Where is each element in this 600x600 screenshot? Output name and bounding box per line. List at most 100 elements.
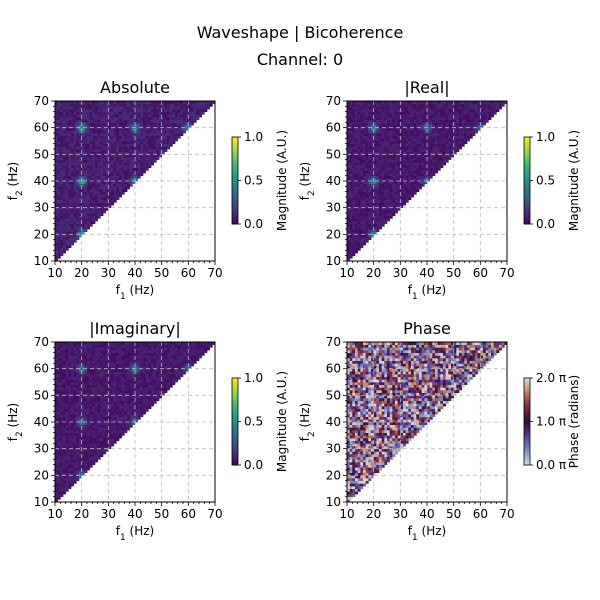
heatmap-cell bbox=[79, 114, 83, 118]
colorbar-segment bbox=[232, 182, 238, 186]
heatmap-cell bbox=[360, 106, 364, 110]
heatmap-cell bbox=[84, 223, 88, 227]
heatmap-cell bbox=[435, 143, 439, 147]
heatmap-cell bbox=[71, 202, 75, 206]
heatmap-cell bbox=[92, 419, 96, 423]
heatmap-cell bbox=[97, 117, 101, 121]
x-tick-label: 20 bbox=[74, 266, 89, 280]
heatmap-cell bbox=[132, 109, 136, 113]
heatmap-cell bbox=[143, 146, 147, 150]
heatmap-cell bbox=[84, 382, 88, 386]
heatmap-cell bbox=[448, 151, 452, 155]
heatmap-cell bbox=[124, 181, 128, 185]
heatmap-cell bbox=[87, 403, 91, 407]
heatmap-cell bbox=[73, 374, 77, 378]
heatmap-cell bbox=[464, 125, 468, 129]
heatmap-cell bbox=[65, 122, 69, 126]
heatmap-cell bbox=[60, 358, 64, 362]
heatmap-cell bbox=[71, 183, 75, 187]
heatmap-cell bbox=[100, 119, 104, 123]
heatmap-cell bbox=[127, 183, 131, 187]
heatmap-cell bbox=[65, 159, 69, 163]
heatmap-cell bbox=[63, 117, 67, 121]
heatmap-cell bbox=[475, 103, 479, 107]
heatmap-cell bbox=[127, 106, 131, 110]
heatmap-cell bbox=[97, 207, 101, 211]
heatmap-cell bbox=[89, 151, 93, 155]
heatmap-cell bbox=[92, 122, 96, 126]
heatmap-cell bbox=[108, 167, 112, 171]
heatmap-cell bbox=[73, 218, 77, 222]
heatmap-cell bbox=[119, 167, 123, 171]
heatmap-cell bbox=[403, 194, 407, 198]
heatmap-cell bbox=[376, 103, 380, 107]
heatmap-cell bbox=[365, 202, 369, 206]
heatmap-cell bbox=[63, 427, 67, 431]
heatmap-cell bbox=[95, 408, 99, 412]
heatmap-cell bbox=[81, 379, 85, 383]
heatmap-cell bbox=[63, 403, 67, 407]
heatmap-cell bbox=[443, 149, 447, 153]
heatmap-cell bbox=[347, 178, 351, 182]
heatmap-cell bbox=[108, 117, 112, 121]
heatmap-cell bbox=[180, 106, 184, 110]
heatmap-cell bbox=[71, 411, 75, 415]
heatmap-cell bbox=[212, 101, 216, 105]
heatmap-cell bbox=[443, 133, 447, 137]
heatmap-cell bbox=[352, 111, 356, 115]
heatmap-cell bbox=[368, 223, 372, 227]
heatmap-cell bbox=[87, 446, 91, 450]
heatmap-cell bbox=[100, 443, 104, 447]
heatmap-cell bbox=[145, 103, 149, 107]
heatmap-cell bbox=[111, 157, 115, 161]
heatmap-cell bbox=[368, 106, 372, 110]
heatmap-cell bbox=[105, 435, 109, 439]
heatmap-cell bbox=[105, 406, 109, 410]
heatmap-cell bbox=[413, 175, 417, 179]
heatmap-cell bbox=[376, 170, 380, 174]
heatmap-cell bbox=[357, 178, 361, 182]
heatmap-cell bbox=[363, 119, 367, 123]
heatmap-cell bbox=[355, 247, 359, 251]
heatmap-cell bbox=[87, 213, 91, 217]
heatmap-cell bbox=[92, 366, 96, 370]
heatmap-cell bbox=[84, 122, 88, 126]
heatmap-cell bbox=[445, 143, 449, 147]
heatmap-cell bbox=[100, 151, 104, 155]
heatmap-cell bbox=[100, 111, 104, 115]
heatmap-cell bbox=[416, 127, 420, 131]
heatmap-cell bbox=[381, 143, 385, 147]
heatmap-cell bbox=[57, 368, 61, 372]
heatmap-cell bbox=[92, 390, 96, 394]
heatmap-cell bbox=[403, 199, 407, 203]
heatmap-cell bbox=[84, 167, 88, 171]
heatmap-cell bbox=[349, 154, 353, 158]
heatmap-cell bbox=[68, 234, 72, 238]
heatmap-cell bbox=[95, 135, 99, 139]
heatmap-cell bbox=[68, 175, 72, 179]
heatmap-cell bbox=[79, 167, 83, 171]
heatmap-cell bbox=[95, 376, 99, 380]
heatmap-cell bbox=[352, 119, 356, 123]
heatmap-cell bbox=[387, 119, 391, 123]
heatmap-cell bbox=[432, 135, 436, 139]
heatmap-cell bbox=[76, 162, 80, 166]
heatmap-cell bbox=[371, 159, 375, 163]
heatmap-cell bbox=[419, 170, 423, 174]
heatmap-cell bbox=[347, 194, 351, 198]
heatmap-cell bbox=[111, 114, 115, 118]
heatmap-cell bbox=[119, 133, 123, 137]
heatmap-cell bbox=[368, 210, 372, 214]
heatmap-cell bbox=[129, 173, 133, 177]
heatmap-cell bbox=[105, 191, 109, 195]
heatmap-cell bbox=[427, 149, 431, 153]
heatmap-cell bbox=[84, 159, 88, 163]
heatmap-cell bbox=[63, 183, 67, 187]
heatmap-cell bbox=[65, 183, 69, 187]
y-tick-label: 20 bbox=[34, 227, 49, 241]
heatmap-cell bbox=[63, 114, 67, 118]
heatmap-cell bbox=[111, 135, 115, 139]
heatmap-cell bbox=[397, 197, 401, 201]
heatmap-cell bbox=[413, 133, 417, 137]
